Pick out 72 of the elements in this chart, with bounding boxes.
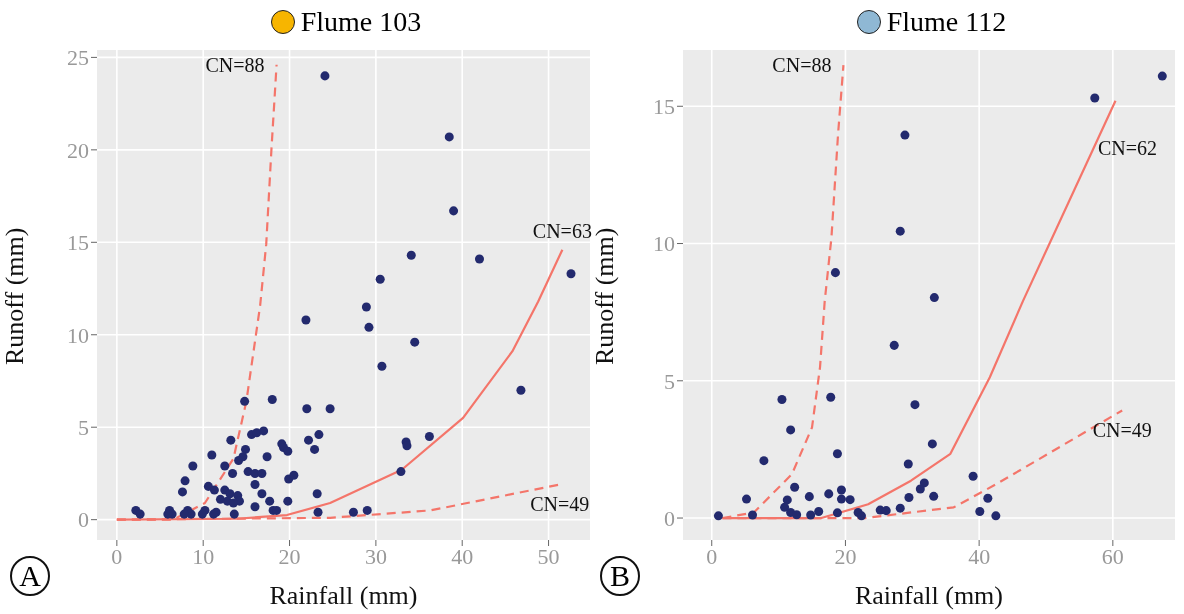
x-tick-label: 60 <box>1101 543 1124 569</box>
x-tick-label: 40 <box>968 543 991 569</box>
y-tick-label: 25 <box>67 45 89 71</box>
point <box>915 484 925 494</box>
x-axis-title: Rainfall (mm) <box>854 581 1004 610</box>
point <box>991 511 1001 521</box>
annotation: CN=62 <box>1097 136 1158 159</box>
point <box>927 439 937 449</box>
point <box>790 482 800 492</box>
annotation: CN=49 <box>1092 418 1152 441</box>
x-tick-label: 50 <box>537 543 560 569</box>
point <box>904 492 914 502</box>
point <box>832 508 842 518</box>
point <box>777 394 787 404</box>
point <box>804 492 814 502</box>
point <box>748 510 758 520</box>
point <box>845 495 855 505</box>
y-tick-label: 5 <box>664 368 675 394</box>
y-tick-label: 0 <box>78 507 89 533</box>
x-tick-label: 0 <box>111 543 123 569</box>
chart-title: Flume 112 <box>886 6 1007 38</box>
x-tick-label: 20 <box>278 543 301 569</box>
point <box>792 510 802 520</box>
point <box>929 491 939 501</box>
point <box>741 494 752 504</box>
point <box>824 489 834 499</box>
point <box>782 495 792 505</box>
x-tick-label: 20 <box>834 543 857 569</box>
point <box>929 293 939 303</box>
y-tick-label: 5 <box>78 415 89 441</box>
point <box>786 425 796 435</box>
y-axis-title: Runoff (mm) <box>590 227 620 365</box>
point <box>900 130 910 140</box>
point <box>983 493 993 503</box>
point <box>889 340 899 350</box>
point <box>1090 93 1100 103</box>
point <box>1157 71 1167 81</box>
chart-title: Flume 103 <box>300 6 422 38</box>
y-axis-title: Runoff (mm) <box>0 227 30 365</box>
y-tick-label: 10 <box>67 322 89 348</box>
x-tick-label: 30 <box>364 543 387 569</box>
annotation: CN=63 <box>532 219 592 242</box>
circled-letter: A <box>10 556 50 596</box>
point <box>832 449 842 459</box>
x-axis-title: Rainfall (mm) <box>269 581 418 610</box>
y-tick-label: 15 <box>653 94 675 120</box>
point <box>836 485 846 495</box>
point <box>826 392 836 402</box>
annotation: CN=49 <box>530 492 590 515</box>
x-tick-label: 0 <box>706 543 718 569</box>
y-tick-label: 10 <box>653 231 675 257</box>
point <box>968 471 978 481</box>
point <box>806 510 816 520</box>
y-tick-label: 0 <box>664 505 675 531</box>
point <box>910 400 920 410</box>
point <box>895 503 905 513</box>
y-tick-label: 15 <box>67 230 89 256</box>
annotation: CN=88 <box>205 53 265 76</box>
point <box>713 511 723 521</box>
circled-letter: B <box>600 556 640 596</box>
point <box>830 268 840 278</box>
point <box>759 456 769 466</box>
y-tick-label: 20 <box>67 137 89 163</box>
point <box>975 506 985 516</box>
point <box>814 506 824 516</box>
point <box>780 502 790 512</box>
x-tick-label: 10 <box>192 543 215 569</box>
point <box>836 494 846 504</box>
x-tick-label: 40 <box>451 543 474 569</box>
annotation: CN=88 <box>772 54 832 77</box>
point <box>895 226 905 236</box>
point <box>903 459 913 469</box>
